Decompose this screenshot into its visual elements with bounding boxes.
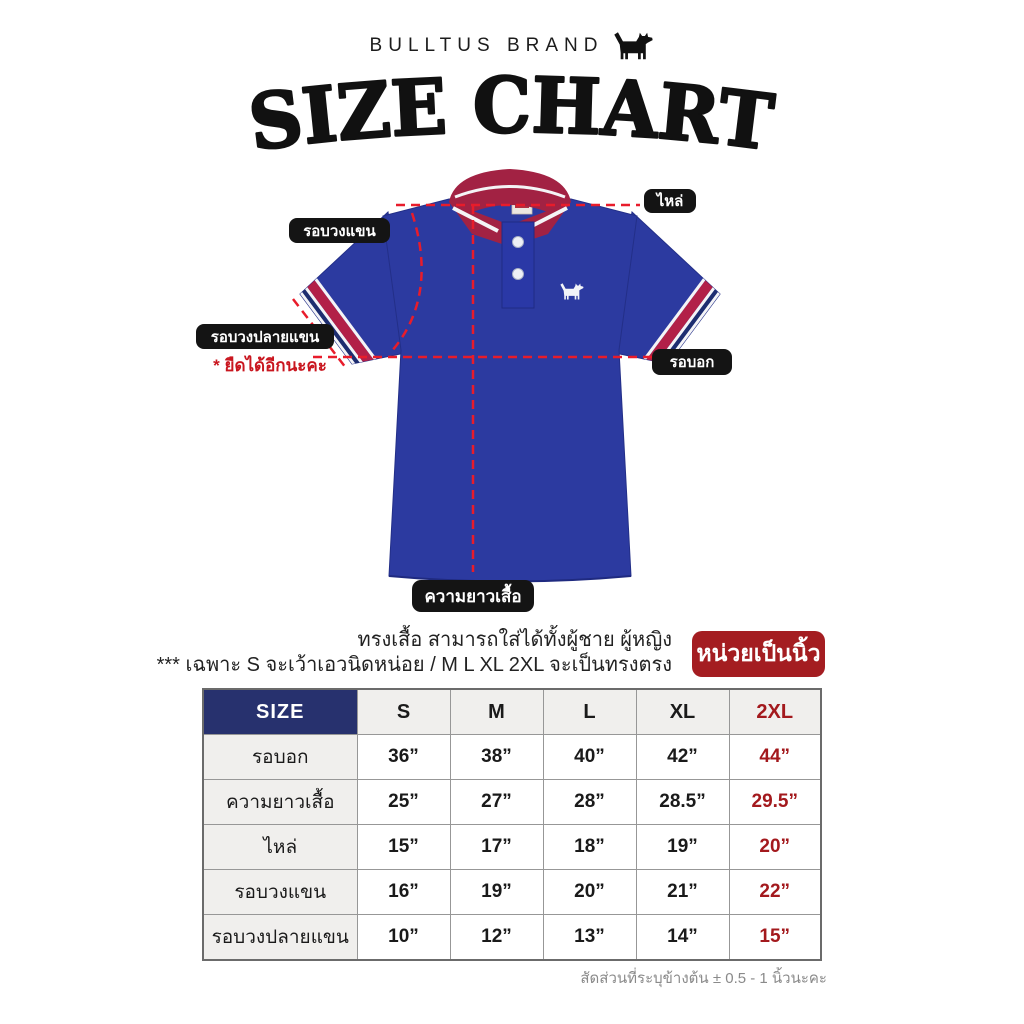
cell-value: 16” (356, 869, 451, 915)
cell-value: 20” (728, 824, 822, 870)
collar (449, 169, 571, 244)
polo-shirt-diagram (292, 169, 721, 583)
header-l: L (542, 688, 637, 735)
button (512, 268, 524, 280)
label-shirt-length: ความยาวเสื้อ (412, 580, 534, 612)
header-m: M (449, 688, 544, 735)
table-row-arm: รอบวงแขน 16” 19” 20” 21” 22” (202, 869, 822, 915)
cell-value: 13” (542, 914, 637, 961)
sleeve-stretch-note: * ยืดได้อีกนะคะ (213, 356, 327, 375)
label-shoulder: ไหล่ (644, 189, 696, 213)
cell-value: 25” (356, 779, 451, 825)
cell-value: 44” (728, 734, 822, 780)
cell-value: 19” (449, 869, 544, 915)
cell-value: 42” (635, 734, 730, 780)
placket (501, 221, 535, 309)
label-chest: รอบอก (652, 349, 732, 375)
table-row-length: ความยาวเสื้อ 25” 27” 28” 28.5” 29.5” (202, 779, 822, 825)
cell-value: 20” (542, 869, 637, 915)
cell-value: 17” (449, 824, 544, 870)
label-arm-circumference: รอบวงแขน (289, 218, 390, 243)
cell-value: 18” (542, 824, 637, 870)
cell-value: 36” (356, 734, 451, 780)
page-title: SIZE CHART (243, 60, 779, 169)
cell-value: 22” (728, 869, 822, 915)
table-row-chest: รอบอก 36” 38” 40” 42” 44” (202, 734, 822, 780)
label-sleeve-end: รอบวงปลายแขน (196, 324, 334, 349)
brand-name: BULLTUS BRAND (369, 35, 604, 56)
cell-value: 29.5” (728, 779, 822, 825)
fit-info-line2: *** เฉพาะ S จะเว้าเอวนิดหน่อย / M L XL 2… (156, 654, 672, 676)
tolerance-note: สัดส่วนที่ระบุข้างต้น ± 0.5 - 1 นิ้วนะคะ (580, 970, 827, 987)
measurement-lines (292, 203, 652, 572)
cell-value: 15” (356, 824, 451, 870)
header-s: S (356, 688, 451, 735)
row-label: รอบวงแขน (202, 869, 358, 915)
row-label: ความยาวเสื้อ (202, 779, 358, 825)
header-2xl: 2XL (728, 688, 822, 735)
cell-value: 21” (635, 869, 730, 915)
page-title-text: SIZE CHART (243, 60, 779, 169)
brand-header: BULLTUS BRAND (0, 28, 1024, 64)
cell-value: 10” (356, 914, 451, 961)
row-label: ไหล่ (202, 824, 358, 870)
cell-value: 19” (635, 824, 730, 870)
header-size: SIZE (202, 688, 358, 735)
cell-value: 15” (728, 914, 822, 961)
table-row-sleeve-end: รอบวงปลายแขน 10” 12” 13” 14” 15” (202, 914, 822, 961)
cell-value: 38” (449, 734, 544, 780)
svg-text:SIZE CHART: SIZE CHART (244, 61, 778, 168)
armhole-line (390, 212, 423, 353)
row-label: รอบวงปลายแขน (202, 914, 358, 961)
cell-value: 12” (449, 914, 544, 961)
table-header-row: SIZE S M L XL 2XL (202, 688, 822, 735)
fit-info-line1: ทรงเสื้อ สามารถใส่ได้ทั้งผู้ชาย ผู้หญิง (357, 629, 672, 651)
cell-value: 28.5” (635, 779, 730, 825)
chest-dog-logo (560, 283, 584, 300)
cell-value: 40” (542, 734, 637, 780)
dog-icon (614, 32, 654, 60)
cell-value: 14” (635, 914, 730, 961)
table-row-shoulder: ไหล่ 15” 17” 18” 19” 20” (202, 824, 822, 870)
cell-value: 27” (449, 779, 544, 825)
unit-badge: หน่วยเป็นนิ้ว (692, 631, 825, 677)
row-label: รอบอก (202, 734, 358, 780)
cell-value: 28” (542, 779, 637, 825)
header-xl: XL (635, 688, 730, 735)
button (512, 236, 524, 248)
fit-info: ทรงเสื้อ สามารถใส่ได้ทั้งผู้ชาย ผู้หญิง … (132, 628, 672, 678)
size-table: SIZE S M L XL 2XL รอบอก 36” 38” 40” 42” … (202, 688, 822, 961)
